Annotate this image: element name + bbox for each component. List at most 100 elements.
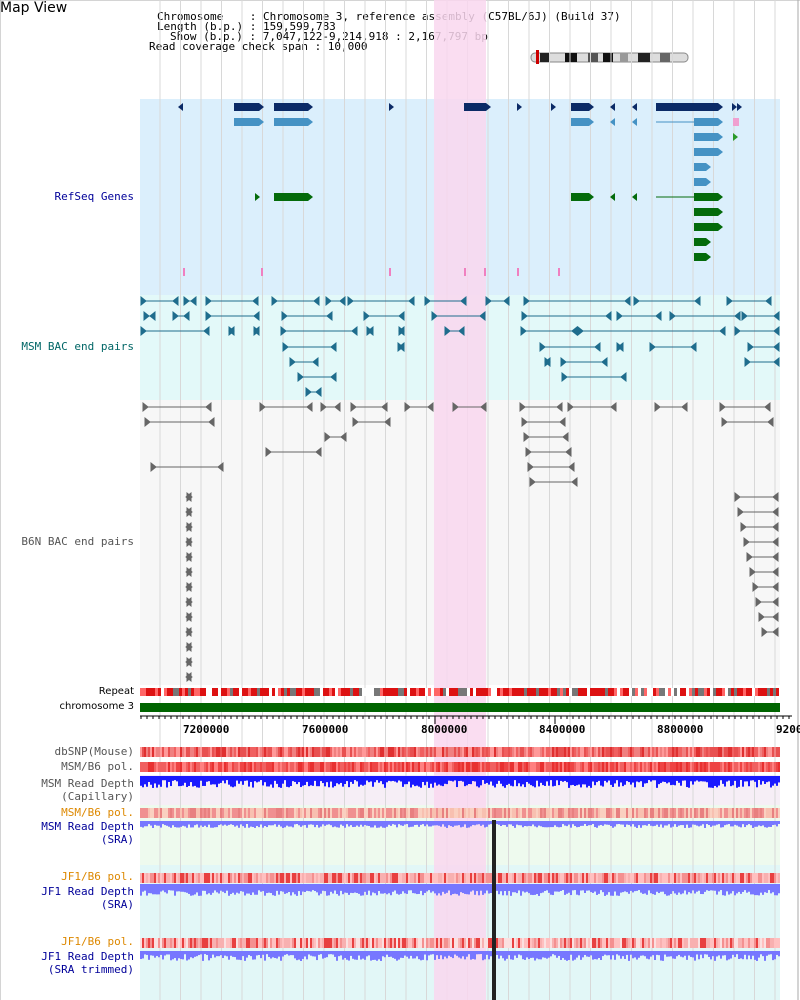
track-label-jf1-depth-sra[interactable]: JF1 Read Depth bbox=[41, 885, 134, 898]
track-label-jf1-depth-trimmed[interactable]: JF1 Read Depth bbox=[41, 950, 134, 963]
dbsnp-cell bbox=[530, 747, 532, 757]
track-label-msm-b6-pol[interactable]: MSM/B6 pol. bbox=[61, 760, 134, 773]
msm-sra-depth bbox=[726, 821, 728, 825]
msm-capillary-depth bbox=[238, 776, 240, 784]
msm-pol-cell bbox=[748, 762, 750, 772]
msm-pol-cell bbox=[162, 762, 164, 772]
msm-pol-cell bbox=[296, 762, 298, 772]
jf1-pol-cell bbox=[438, 873, 440, 883]
track-label-msm-depth-sra[interactable]: MSM Read Depth bbox=[41, 820, 134, 833]
msm-capillary-depth bbox=[220, 776, 222, 783]
msm-pol-cell bbox=[712, 762, 714, 772]
msm-sra-depth bbox=[618, 821, 620, 825]
msm-capillary-depth bbox=[212, 776, 214, 785]
dbsnp-cell bbox=[204, 747, 206, 757]
repeat-element bbox=[692, 688, 695, 696]
msm-sra-depth bbox=[412, 821, 414, 827]
msm-pol-cell bbox=[718, 808, 720, 818]
msm-sra-depth bbox=[166, 821, 168, 826]
jf1-trimmed-depth bbox=[280, 951, 282, 961]
dbsnp-cell bbox=[436, 747, 438, 757]
repeat-element bbox=[254, 688, 257, 696]
jf1-trimmed-depth bbox=[612, 951, 614, 956]
track-label-msm-b6-pol-2[interactable]: MSM/B6 pol. bbox=[61, 806, 134, 819]
dbsnp-cell bbox=[340, 747, 342, 757]
dbsnp-cell bbox=[166, 747, 168, 757]
dbsnp-cell bbox=[416, 747, 418, 757]
dbsnp-cell bbox=[362, 747, 364, 757]
msm-pol-cell bbox=[434, 808, 436, 818]
repeat-element bbox=[230, 688, 233, 696]
jf1-pol-cell bbox=[394, 873, 396, 883]
jf1-sra-depth bbox=[602, 884, 604, 893]
track-label-jf1-b6-pol-2[interactable]: JF1/B6 pol. bbox=[61, 935, 134, 948]
jf1-pol-cell bbox=[498, 938, 500, 948]
gene-exon bbox=[694, 163, 706, 171]
msm-pol-cell bbox=[172, 762, 174, 772]
msm-pol-cell bbox=[660, 808, 662, 818]
msm-pol-cell bbox=[564, 808, 566, 818]
dbsnp-cell bbox=[434, 747, 436, 757]
dbsnp-cell bbox=[172, 747, 174, 757]
repeat-element bbox=[554, 688, 557, 696]
track-label-msm-depth-capillary[interactable]: MSM Read Depth bbox=[41, 777, 134, 790]
msm-sra-depth bbox=[174, 821, 176, 828]
track-label-msm-bac[interactable]: MSM BAC end pairs bbox=[21, 340, 134, 353]
jf1-sra-depth bbox=[312, 884, 314, 891]
jf1-trimmed-depth bbox=[678, 951, 680, 955]
jf1-sra-depth bbox=[154, 884, 156, 895]
b6n-bac-pair-end bbox=[767, 416, 774, 428]
msm-pol-cell bbox=[246, 762, 248, 772]
dbsnp-cell bbox=[446, 747, 448, 757]
msm-pol-cell bbox=[644, 762, 646, 772]
jf1-pol-cell bbox=[368, 873, 370, 883]
msm-capillary-depth bbox=[380, 776, 382, 782]
msm-pol-cell bbox=[394, 762, 396, 772]
jf1-pol-cell bbox=[422, 873, 424, 883]
msm-capillary-depth bbox=[680, 776, 682, 786]
track-label-jf1-b6-pol[interactable]: JF1/B6 pol. bbox=[61, 870, 134, 883]
msm-pol-cell bbox=[510, 808, 512, 818]
jf1-sra-depth bbox=[666, 884, 668, 896]
msm-sra-depth bbox=[286, 821, 288, 826]
b6n-bac-pair-end bbox=[185, 491, 192, 503]
msm-pol-cell bbox=[454, 808, 456, 818]
jf1-pol-cell bbox=[480, 873, 482, 883]
msm-capillary-depth bbox=[688, 776, 690, 788]
jf1-trimmed-depth bbox=[548, 951, 550, 958]
msm-pol-cell bbox=[734, 808, 736, 818]
msm-pol-cell bbox=[254, 762, 256, 772]
msm-pol-cell bbox=[208, 808, 210, 818]
repeat-element bbox=[704, 688, 707, 696]
msm-capillary-depth bbox=[524, 776, 526, 788]
jf1-trimmed-depth bbox=[608, 951, 610, 956]
msm-capillary-depth bbox=[214, 776, 216, 785]
msm-pol-cell bbox=[624, 762, 626, 772]
jf1-sra-depth bbox=[254, 884, 256, 895]
jf1-sra-depth bbox=[322, 884, 324, 891]
jf1-pol-cell bbox=[518, 938, 520, 948]
jf1-pol-cell bbox=[274, 938, 276, 948]
b6n-bac-pair-end bbox=[452, 401, 459, 413]
msm-capillary-depth bbox=[552, 776, 554, 787]
jf1-trimmed-depth bbox=[464, 951, 466, 960]
jf1-sra-depth bbox=[604, 884, 606, 896]
msm-pol-cell bbox=[742, 762, 744, 772]
dbsnp-cell bbox=[588, 747, 590, 757]
chromosome-ideogram[interactable] bbox=[530, 50, 689, 64]
jf1-pol-cell bbox=[672, 873, 674, 883]
jf1-pol-cell bbox=[596, 938, 598, 948]
jf1-pol-cell bbox=[548, 938, 550, 948]
msm-sra-depth bbox=[436, 821, 438, 826]
jf1-trimmed-depth bbox=[380, 951, 382, 961]
jf1-trimmed-depth bbox=[738, 951, 740, 960]
track-label-dbsnp[interactable]: dbSNP(Mouse) bbox=[54, 745, 134, 758]
track-label-b6n-bac[interactable]: B6N BAC end pairs bbox=[21, 535, 134, 548]
track-label-refseq-genes[interactable]: RefSeq Genes bbox=[54, 190, 134, 203]
jf1-sra-depth bbox=[430, 884, 432, 893]
jf1-trimmed-depth bbox=[600, 951, 602, 960]
jf1-trimmed-depth bbox=[514, 951, 516, 956]
jf1-sra-depth bbox=[594, 884, 596, 892]
jf1-pol-cell bbox=[578, 938, 580, 948]
